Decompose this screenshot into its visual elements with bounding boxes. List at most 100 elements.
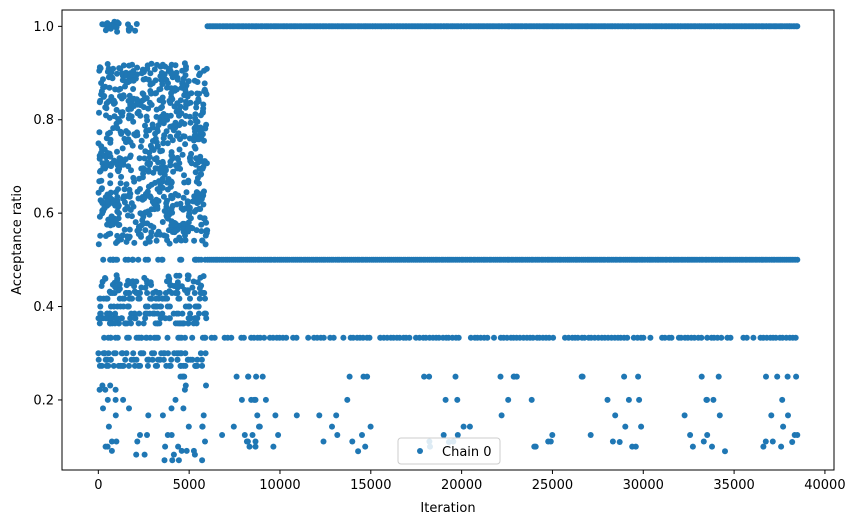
data-point [530,334,536,341]
data-point [252,443,259,450]
data-point [142,240,149,247]
data-point [159,219,166,225]
data-point [96,109,102,116]
data-point [143,334,149,341]
data-point [163,200,170,207]
data-point [114,232,121,239]
data-point [200,273,207,280]
data-point [240,334,247,341]
data-point [792,334,799,341]
data-point [159,256,166,263]
data-point [174,356,181,363]
data-point [185,226,192,233]
data-point [157,148,164,155]
x-tick-label: 35000 [713,478,754,493]
y-tick-label: 0.4 [33,300,54,315]
data-point [261,334,268,341]
data-point [97,295,104,302]
data-point [160,356,167,363]
data-point [118,173,125,180]
data-point [96,386,103,393]
data-point [136,155,143,162]
data-point [177,350,184,357]
data-point [769,438,776,445]
data-point [454,432,461,438]
data-point [174,76,181,83]
x-tick-label: 20000 [441,478,482,493]
data-point [97,303,104,310]
data-point [320,334,327,341]
data-point [163,362,170,369]
data-point [131,283,138,290]
data-point [779,396,786,403]
data-point [113,240,119,246]
data-point [101,205,108,212]
data-point [154,126,161,132]
data-point [113,315,119,322]
data-point [138,350,145,357]
data-point [153,237,160,244]
data-point [202,125,209,132]
data-point [114,70,120,77]
data-point [165,176,172,182]
data-point [333,412,340,419]
data-point [202,438,208,445]
data-point [187,356,194,363]
data-point [107,320,114,327]
data-point [159,158,166,165]
data-point [196,90,203,97]
data-point [115,362,122,369]
data-point [125,235,132,242]
data-point [138,165,145,172]
data-point [175,282,181,289]
data-point [484,334,491,341]
data-point [140,76,147,83]
data-point [120,62,127,69]
data-point [114,19,121,26]
data-point [140,104,147,111]
data-point [120,92,127,99]
data-point [113,272,120,279]
data-point [151,66,158,73]
data-point [164,237,171,244]
data-point [112,386,119,393]
data-point [170,168,177,175]
data-point [173,201,180,208]
data-point [160,350,167,357]
data-point [136,295,143,302]
data-point [320,438,327,445]
data-point [197,350,204,357]
data-point [97,97,104,104]
data-point [133,21,140,27]
data-point [178,205,185,212]
data-point [145,412,152,419]
data-point [549,432,556,438]
data-point [199,237,206,244]
data-point [145,127,152,134]
data-point [95,189,102,196]
data-point [406,334,413,341]
data-point [622,423,629,430]
data-point [134,438,141,445]
data-point [249,432,256,438]
data-point [118,350,125,357]
data-point [189,334,196,341]
data-point [784,373,791,380]
data-point [202,232,209,239]
data-point [245,373,252,380]
data-point [107,153,114,160]
data-point [160,140,167,147]
data-point [640,334,647,341]
data-point [121,199,128,206]
data-point [116,165,123,172]
data-point [151,350,158,357]
data-point [460,423,467,430]
data-point [172,396,179,403]
data-point [203,227,210,234]
data-point [178,256,185,263]
data-point [196,285,203,292]
data-point [330,334,337,341]
data-point [114,256,121,263]
data-point [160,135,167,142]
data-point [155,290,162,296]
